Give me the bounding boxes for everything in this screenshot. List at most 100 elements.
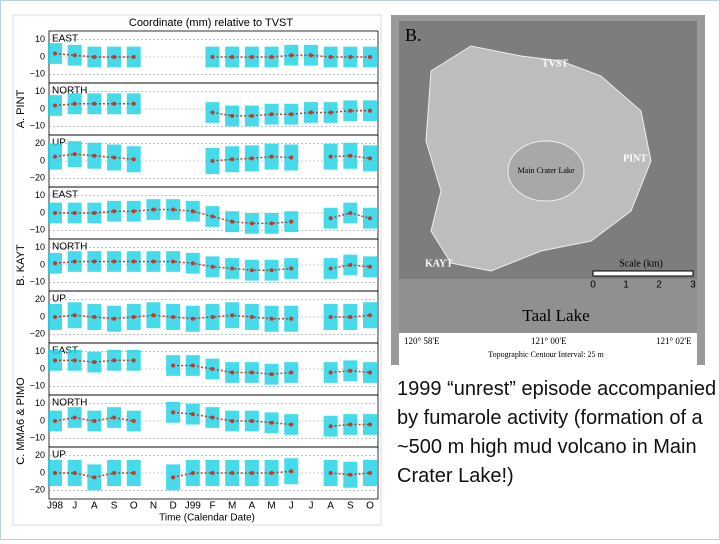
x-axis-label: Time (Calendar Date) [159, 513, 255, 524]
figure-title: Coordinate (mm) relative to TVST [129, 17, 294, 29]
y-tick-label: 10 [35, 34, 45, 44]
scale-bar [592, 270, 694, 277]
data-point [230, 219, 235, 224]
data-point [190, 471, 195, 475]
data-point [72, 415, 77, 420]
x-tick-label: M [228, 501, 236, 512]
lake [399, 279, 697, 333]
longitude-label: 121° 02'E [656, 336, 692, 346]
data-point [210, 264, 215, 269]
data-point [112, 471, 117, 475]
panel-label: UP [52, 138, 66, 149]
data-point [72, 152, 77, 157]
data-point [230, 157, 235, 162]
data-point [72, 211, 77, 215]
data-point [53, 358, 57, 363]
data-point [112, 415, 117, 420]
data-point [210, 110, 215, 115]
data-point [92, 315, 97, 319]
data-point [112, 358, 117, 363]
series-line [55, 359, 371, 375]
data-point [190, 261, 195, 266]
data-point [112, 155, 117, 160]
station-label: TVST [542, 58, 568, 69]
y-tick-label: 20 [35, 138, 45, 148]
data-point [190, 412, 195, 417]
x-tick-label: F [209, 501, 215, 512]
data-point [269, 154, 274, 159]
data-point [92, 101, 97, 106]
data-point [131, 157, 136, 162]
y-tick-label: 10 [35, 190, 45, 200]
data-point [190, 209, 195, 214]
y-tick-label: 10 [35, 346, 45, 356]
data-point [348, 263, 353, 267]
x-tick-label: D [170, 501, 177, 512]
data-point [72, 101, 77, 106]
data-point [289, 266, 294, 271]
y-tick-label: −10 [30, 381, 45, 391]
y-tick-label: 0 [40, 103, 45, 113]
y-tick-label: 0 [40, 155, 45, 165]
data-point [269, 112, 274, 117]
group-label: A. PINT [15, 89, 27, 128]
series-line [54, 411, 370, 427]
data-point [210, 471, 215, 475]
data-point [151, 207, 156, 212]
data-point [328, 154, 333, 159]
data-point [289, 219, 294, 224]
panel-label: NORTH [52, 242, 87, 253]
data-point [289, 469, 294, 474]
data-point [269, 372, 274, 377]
data-point [368, 471, 372, 475]
y-tick-label: −10 [30, 433, 45, 443]
data-point [72, 313, 77, 318]
data-point [131, 471, 136, 475]
lake-name: Taal Lake [522, 306, 589, 325]
panel-label: EAST [52, 190, 78, 201]
data-point [92, 55, 97, 59]
data-point [230, 419, 235, 423]
data-point [368, 264, 372, 269]
x-tick-label: N [150, 501, 157, 512]
series-line [54, 52, 370, 58]
group-label: C. MMA6 & PIMO [15, 377, 27, 465]
y-tick-label: −10 [30, 225, 45, 235]
y-tick-label: 10 [35, 398, 45, 408]
scale-label: 1 [623, 280, 629, 291]
data-point [348, 422, 353, 427]
y-tick-label: 0 [40, 207, 45, 217]
data-point [249, 268, 254, 273]
data-point [112, 55, 117, 59]
y-tick-label: −20 [30, 173, 45, 183]
panel-label: EAST [52, 34, 78, 45]
data-point [72, 358, 77, 363]
data-point [210, 214, 215, 219]
data-point [53, 315, 57, 319]
data-point [53, 154, 57, 159]
data-point [92, 419, 97, 423]
data-point [171, 259, 176, 264]
data-point [249, 55, 254, 59]
data-point [269, 221, 274, 226]
data-point [53, 419, 57, 423]
data-point [53, 471, 57, 475]
data-point [131, 259, 136, 264]
data-point [368, 313, 372, 318]
data-point [269, 268, 274, 273]
y-tick-label: 10 [35, 242, 45, 252]
series-line [54, 153, 371, 162]
data-point [112, 101, 117, 106]
x-tick-label: J [72, 501, 77, 512]
data-point [348, 153, 353, 158]
x-tick-label: A [327, 501, 334, 512]
panel-label: NORTH [52, 86, 87, 97]
x-tick-label: J [289, 501, 294, 512]
data-point [289, 53, 294, 58]
data-point [53, 51, 57, 56]
data-point [92, 475, 97, 480]
data-point [171, 207, 176, 212]
data-point [348, 108, 353, 113]
data-point [368, 55, 372, 59]
